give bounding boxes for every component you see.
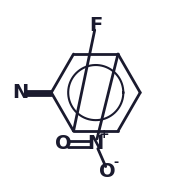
- Text: N: N: [12, 83, 29, 102]
- Text: O: O: [55, 134, 72, 153]
- Text: O: O: [99, 162, 116, 181]
- Text: -: -: [113, 156, 119, 169]
- Text: +: +: [99, 128, 109, 142]
- Text: F: F: [89, 16, 102, 35]
- Text: N: N: [88, 134, 104, 153]
